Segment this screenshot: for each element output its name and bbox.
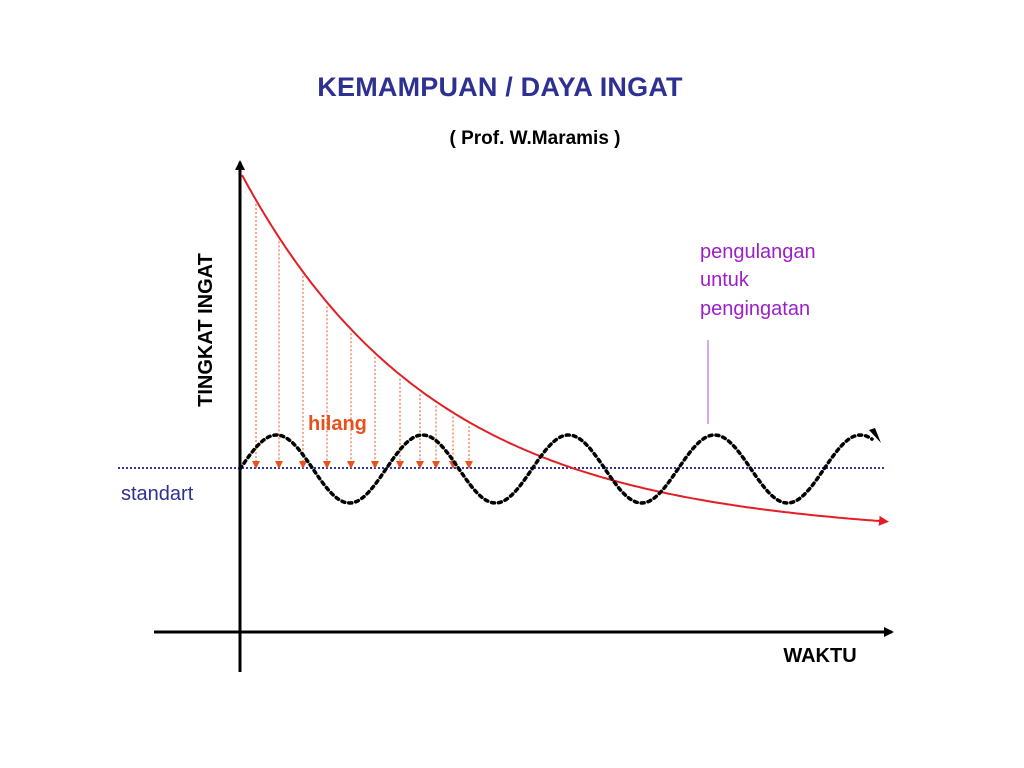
drop-arrowhead: [465, 461, 473, 469]
drop-arrowhead: [252, 461, 260, 469]
repetition-label-line-2: untuk: [700, 269, 750, 291]
drop-arrowhead: [323, 461, 331, 469]
drop-arrowhead: [275, 461, 283, 469]
repetition-wave: [238, 433, 874, 505]
repetition-label-line-3: pengingatan: [700, 298, 810, 320]
x-axis-label: WAKTU: [783, 645, 856, 667]
forgetting-drop-lines: [252, 204, 473, 469]
drop-arrowhead: [347, 461, 355, 469]
drop-arrowhead: [371, 461, 379, 469]
forgetting-curve: [241, 174, 889, 526]
page-subtitle: ( Prof. W.Maramis ): [449, 128, 621, 149]
drop-arrowhead: [396, 461, 404, 469]
y-axis-label: TINGKAT INGAT: [195, 253, 217, 407]
standard-label: standart: [121, 483, 194, 505]
drop-arrowhead: [432, 461, 440, 469]
repetition-wave-arrowhead: [869, 428, 881, 443]
page-title: KEMAMPUAN / DAYA INGAT: [317, 72, 683, 102]
lost-label: hilang: [308, 413, 367, 435]
drop-arrowhead: [299, 461, 307, 469]
drop-arrowhead: [416, 461, 424, 469]
repetition-label-line-1: pengulangan: [700, 241, 816, 263]
